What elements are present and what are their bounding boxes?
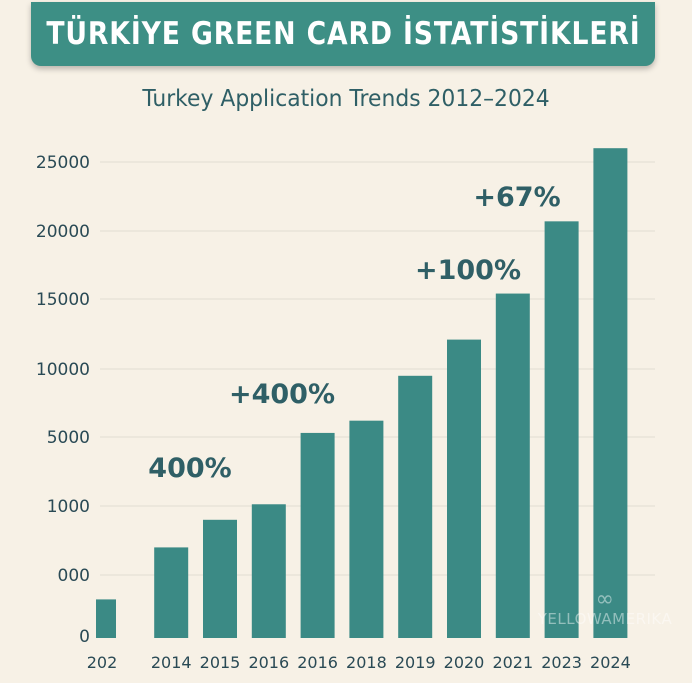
x-tick-label: 2014 — [151, 653, 192, 672]
bar — [398, 375, 433, 638]
annotation-label: +400% — [229, 379, 335, 410]
x-tick-label: 2023 — [541, 653, 582, 672]
x-tick-label: 2019 — [395, 653, 436, 672]
chart-title: Turkey Application Trends 2012–2024 — [142, 86, 550, 112]
x-tick-label: 2016 — [297, 653, 338, 672]
annotation-label: 400% — [148, 453, 231, 484]
x-tick-label: 2016 — [248, 653, 289, 672]
bar — [593, 148, 628, 638]
bar — [300, 432, 335, 638]
x-tick-label: 2018 — [346, 653, 387, 672]
title-banner: TÜRKİYE GREEN CARD İSTATİSTİKLERİ — [31, 2, 655, 66]
y-tick-label: 15000 — [36, 290, 90, 310]
y-tick-label: 20000 — [36, 222, 90, 242]
x-tick-label: 2021 — [492, 653, 533, 672]
bar — [495, 293, 530, 638]
annotation-label: +67% — [473, 182, 560, 213]
y-tick-label: 000 — [58, 566, 90, 586]
y-tick-label: 5000 — [47, 428, 90, 448]
y-tick-label: 0 — [79, 627, 90, 647]
bar — [203, 519, 237, 638]
bar — [96, 599, 116, 638]
annotation-label: +100% — [415, 255, 521, 286]
bar — [154, 547, 189, 638]
bar — [544, 221, 579, 638]
y-tick-label: 1000 — [47, 497, 90, 517]
x-tick-label: 2015 — [200, 653, 241, 672]
infinity-logo-icon: ∞ — [595, 587, 615, 612]
bar — [349, 420, 384, 638]
x-tick-label: 202 — [87, 653, 118, 672]
y-tick-label: 10000 — [36, 360, 90, 380]
watermark-text: YELLOWAMERIKA — [537, 610, 673, 628]
bar — [447, 339, 481, 638]
bar — [251, 504, 286, 638]
x-tick-label: 2024 — [590, 653, 631, 672]
watermark: ∞ YELLOWAMERIKA — [535, 587, 675, 629]
page-title: TÜRKİYE GREEN CARD İSTATİSTİKLERİ — [45, 16, 641, 52]
x-tick-label: 2020 — [444, 653, 485, 672]
y-tick-label: 25000 — [36, 153, 90, 173]
